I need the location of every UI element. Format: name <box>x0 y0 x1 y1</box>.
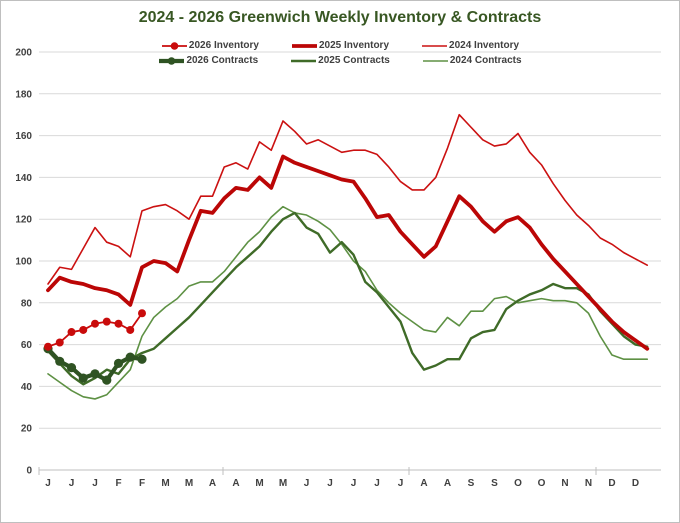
legend-row-2: 2026 Contracts 2025 Contracts 2024 Contrac… <box>1 53 679 68</box>
chart-legend: 2026 Inventory 2025 Inventory 2024 Invento… <box>1 38 679 68</box>
x-axis-label: F <box>115 478 121 489</box>
series-marker-2026-contracts <box>125 352 135 362</box>
x-axis-label: A <box>209 478 216 489</box>
legend-item-2025-inventory[interactable]: 2025 Inventory <box>291 40 389 52</box>
x-axis-label: S <box>491 478 498 489</box>
x-axis-label: D <box>608 478 615 489</box>
legend-key-2025-contracts-icon <box>291 59 317 62</box>
legend-row-1: 2026 Inventory 2025 Inventory 2024 Invento… <box>1 38 679 53</box>
series-marker-2026-contracts <box>102 375 112 385</box>
legend-item-2026-contracts[interactable]: 2026 Contracts <box>158 55 258 67</box>
y-axis-label: 160 <box>15 131 32 142</box>
legend-label: 2026 Inventory <box>188 40 259 51</box>
x-axis-label: J <box>45 478 51 489</box>
series-marker-2026-inventory <box>79 325 88 334</box>
x-axis-label: N <box>585 478 592 489</box>
series-marker-2026-contracts <box>137 354 147 364</box>
legend-key-2026-inventory-icon <box>161 41 187 50</box>
x-axis-label: O <box>538 478 546 489</box>
x-axis-label: M <box>161 478 169 489</box>
y-axis-label: 20 <box>21 424 33 435</box>
legend-item-2025-contracts[interactable]: 2025 Contracts <box>290 55 390 67</box>
x-axis-label: J <box>304 478 310 489</box>
x-axis-label: N <box>561 478 568 489</box>
series-marker-2026-inventory <box>126 325 135 334</box>
x-axis-label: M <box>279 478 287 489</box>
y-axis-label: 200 <box>15 48 32 59</box>
x-axis-label: S <box>468 478 475 489</box>
x-axis-label: A <box>420 478 427 489</box>
series-marker-2026-inventory <box>102 317 111 326</box>
y-axis-label: 180 <box>15 89 32 100</box>
x-axis-label: J <box>374 478 380 489</box>
series-marker-2026-inventory <box>67 328 76 337</box>
series-marker-2026-contracts <box>66 362 77 373</box>
x-axis-label: F <box>139 478 145 489</box>
x-axis-label: M <box>255 478 263 489</box>
series-marker-2026-contracts <box>113 358 124 369</box>
legend-label: 2025 Contracts <box>318 55 390 66</box>
series-marker-2026-inventory <box>91 319 99 328</box>
legend-label: 2024 Contracts <box>449 55 522 66</box>
series-marker-2026-inventory <box>44 342 52 351</box>
series-marker-2026-inventory <box>138 309 146 318</box>
legend-key-2026-contracts-icon <box>159 56 185 65</box>
series-marker-2026-inventory <box>55 338 64 347</box>
legend-key-2024-contracts-icon <box>422 59 448 62</box>
y-axis-label: 40 <box>21 382 33 393</box>
y-axis-label: 0 <box>26 466 32 477</box>
series-marker-2026-inventory <box>114 319 123 328</box>
series-line-2024-contracts <box>47 205 649 400</box>
y-axis-label: 140 <box>15 173 32 184</box>
y-axis-label: 100 <box>15 257 32 268</box>
x-axis-label: J <box>351 478 357 489</box>
series-marker-2026-contracts <box>55 356 65 366</box>
x-axis-label: J <box>69 478 75 489</box>
y-axis-label: 60 <box>21 340 33 351</box>
legend-key-marker <box>170 41 179 50</box>
legend-key-marker <box>168 56 176 65</box>
series-marker-2026-contracts <box>78 373 88 383</box>
y-axis-label: 120 <box>15 215 32 226</box>
legend-item-2026-inventory[interactable]: 2026 Inventory <box>161 40 259 52</box>
x-axis-label: A <box>444 478 451 489</box>
legend-label: 2026 Contracts <box>186 55 259 66</box>
x-axis-label: J <box>327 478 333 489</box>
y-axis-label: 80 <box>21 298 33 309</box>
legend-key-2024-inventory-icon <box>422 44 448 47</box>
series-marker-2026-contracts <box>90 369 100 379</box>
x-axis-label: M <box>185 478 193 489</box>
x-axis-label: A <box>232 478 239 489</box>
chart-title: 2024 - 2026 Greenwich Weekly Inventory &… <box>138 9 542 26</box>
x-axis-label: D <box>632 478 639 489</box>
legend-item-2024-contracts[interactable]: 2024 Contracts <box>422 55 522 67</box>
x-axis-label: J <box>92 478 98 489</box>
legend-item-2024-inventory[interactable]: 2024 Inventory <box>421 40 519 52</box>
series-line-2025-inventory <box>46 154 650 351</box>
x-axis-label: J <box>398 478 404 489</box>
legend-key-2025-inventory-icon <box>291 43 317 48</box>
legend-label: 2024 Inventory <box>449 40 520 51</box>
x-axis-label: O <box>514 478 522 489</box>
legend-label: 2025 Inventory <box>318 40 390 51</box>
series-line-2025-contracts <box>46 211 649 386</box>
series-line-2024-inventory <box>47 113 649 285</box>
